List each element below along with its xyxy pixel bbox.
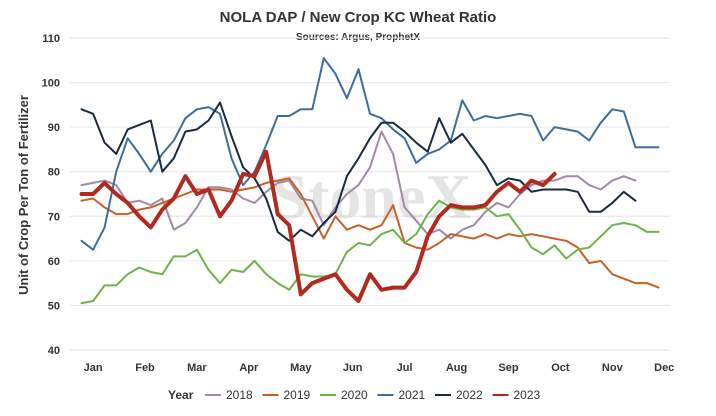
x-tick-label: Jan [84,362,103,374]
y-tick-label: 80 [48,167,60,179]
series-line-2018 [80,130,637,240]
y-tick-label: 90 [48,122,60,134]
x-tick-label: Jul [397,362,413,374]
legend-label-2021: 2021 [399,388,426,402]
series-line-2019 [80,177,660,289]
x-tick-label: Nov [602,362,624,374]
y-axis-label: Unit of Crop Per Ton of Fertilizer [16,95,31,295]
x-tick-label: Jun [343,362,363,374]
y-tick-label: 70 [48,211,60,223]
series-line-2021 [80,57,660,251]
x-tick-label: Sep [498,362,518,374]
series-line-2020 [80,199,660,305]
y-tick-label: 60 [48,256,60,268]
x-tick-label: Oct [551,362,570,374]
legend-label-2022: 2022 [456,388,483,402]
x-axis-ticks: Jan Feb Mar Apr May Jun Jul Aug Sep Oct Nov Dec [84,362,675,374]
legend: Year 2018 2019 2020 2021 2022 2023 [168,388,541,402]
legend-label-2019: 2019 [284,388,311,402]
legend-title: Year [168,388,194,402]
series-line-2022 [80,101,637,242]
legend-label-2018: 2018 [226,388,253,402]
chart-title: NOLA DAP / New Crop KC Wheat Ratio [220,9,497,26]
series-lines [79,57,660,305]
x-tick-label: Mar [187,362,207,374]
y-tick-label: 50 [48,300,60,312]
y-tick-label: 110 [42,33,60,45]
y-axis-ticks: 40 50 60 70 80 90 100 110 [42,33,60,357]
legend-label-2020: 2020 [341,388,368,402]
x-tick-label: Feb [135,362,155,374]
x-tick-label: Aug [446,362,467,374]
series-line-2023 [79,149,557,303]
y-tick-label: 40 [48,345,60,357]
x-tick-label: Dec [654,362,674,374]
x-tick-label: May [290,362,312,374]
legend-label-2023: 2023 [514,388,541,402]
y-tick-label: 100 [42,78,60,90]
x-tick-label: Apr [239,362,259,374]
